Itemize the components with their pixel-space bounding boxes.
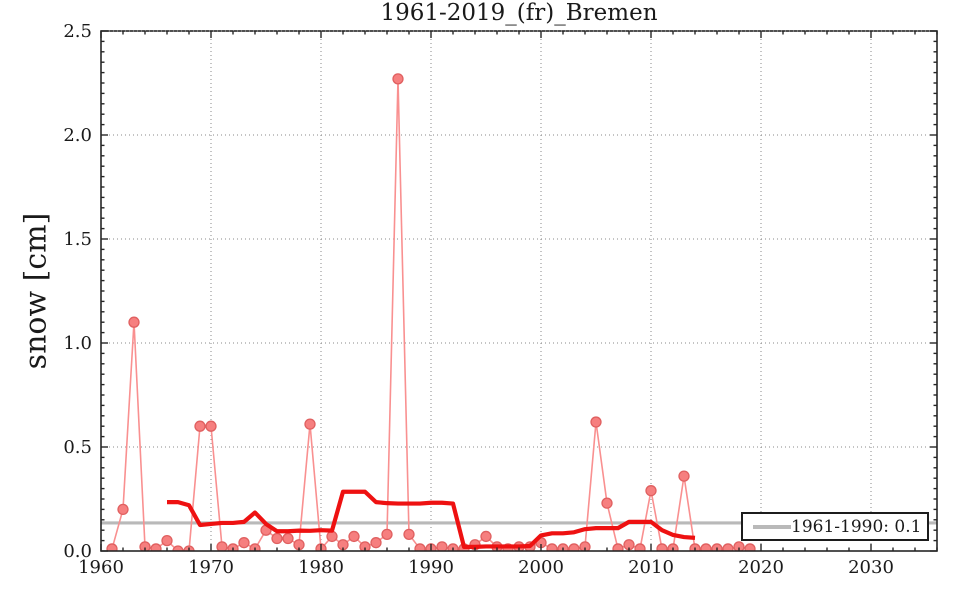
data-point [271,532,283,545]
data-point [447,543,459,551]
data-point [579,541,591,551]
plot-frame [100,30,938,552]
data-point [194,420,206,432]
data-point [128,316,140,328]
data-point [205,420,217,432]
y-tick-label: 2.5 [63,21,92,42]
data-point [161,534,173,547]
data-point [546,543,558,551]
data-point [667,543,679,551]
data-point [238,537,250,549]
data-point [601,497,613,509]
chart-title: 1961-2019_(fr)_Bremen [380,0,658,26]
x-tick-label: 1980 [298,557,344,578]
data-point [392,73,404,85]
x-tick-label: 2020 [738,557,784,578]
data-point [150,543,162,551]
data-point [436,541,448,551]
data-point [117,503,129,516]
x-tick-label: 1990 [408,557,454,578]
data-point [645,485,657,497]
data-point [359,541,371,551]
data-point [689,543,701,551]
data-point [370,537,382,549]
x-tick-label: 1960 [78,557,124,578]
data-point [403,528,415,541]
data-point [216,541,228,551]
data-point [678,470,690,482]
rolling-mean-line [167,489,696,549]
data-point [106,543,118,551]
y-tick-label: 0.0 [63,541,92,562]
data-point [744,543,756,551]
x-tick-label: 2010 [628,557,674,578]
data-point [722,543,734,551]
legend: 1961-1990: 0.1 [741,512,929,541]
data-point [711,543,723,551]
data-point [480,530,492,543]
data-point [557,543,569,551]
x-tick-label: 1970 [188,557,234,578]
y-tick-label: 2.0 [63,125,92,146]
tick-labels: 1960 1970 1980 1990 2000 2010 2020 2030 0.0 0.5 1.… [63,21,894,578]
data-point [590,416,602,428]
data-point [656,543,668,551]
data-point [381,528,393,541]
y-tick-label: 1.5 [63,229,92,250]
y-tick-label: 1.0 [63,333,92,354]
data-point [282,532,294,545]
data-point [634,543,646,551]
data-point [568,543,580,551]
data-point [414,543,426,551]
data-point [700,543,712,551]
data-point [348,530,360,543]
legend-line-sample [753,524,791,529]
data-point [172,545,184,551]
legend-label: 1961-1990: 0.1 [791,516,922,537]
data-point [733,541,745,551]
grid [101,31,937,551]
data-point [139,541,151,551]
data-point [304,418,316,430]
x-tick-label: 2030 [848,557,894,578]
data-point [227,543,239,551]
y-tick-label: 0.5 [63,437,92,458]
x-tick-label: 2000 [518,557,564,578]
annual-series [106,73,756,551]
data-point [326,530,338,543]
axis-ticks [100,30,938,552]
data-point [249,543,261,551]
data-point [612,543,624,551]
